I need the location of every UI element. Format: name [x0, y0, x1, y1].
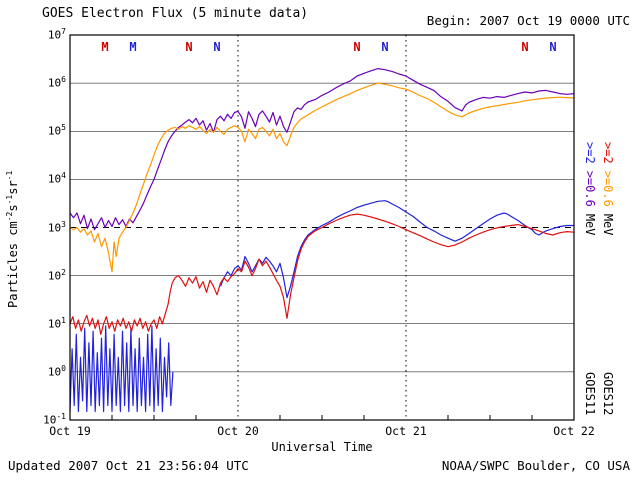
begin-timestamp: Begin: 2007 Oct 19 0000 UTC: [426, 13, 630, 28]
satellite-marker-N: N: [549, 40, 556, 54]
series-goes11-ge06mev: [69, 68, 575, 231]
y-axis-label-part: s: [6, 204, 20, 212]
satellite-marker-N: N: [521, 40, 528, 54]
series-goes11-ge2mev: [69, 200, 574, 413]
x-tick-label: Oct 21: [385, 424, 427, 438]
satellite-marker-M: M: [101, 40, 108, 54]
legend-goes12-name: GOES12: [601, 372, 615, 416]
updated-timestamp: Updated 2007 Oct 21 23:56:04 UTC: [8, 458, 249, 473]
satellite-marker-N: N: [353, 40, 360, 54]
x-axis-label: Universal Time: [271, 440, 373, 454]
y-axis-label-part: -1: [5, 170, 14, 181]
satellite-marker-N: N: [381, 40, 388, 54]
satellite-marker-N: N: [185, 40, 192, 54]
series-goes12-ge2mev: [69, 213, 575, 335]
y-tick-label-1e2: 102: [47, 267, 66, 283]
satellite-marker-M: M: [129, 40, 136, 54]
page-title: GOES Electron Flux (5 minute data): [42, 6, 309, 21]
y-axis-label-part: -2: [5, 211, 14, 222]
legend-goes12-mev-unit: MeV: [601, 213, 615, 236]
y-tick-label-1e-1: 10-1: [43, 412, 66, 427]
x-tick-label: Oct 22: [553, 424, 595, 438]
x-tick-label: Oct 19: [49, 424, 91, 438]
legend-goes12-ge06-label: >=0.6: [601, 170, 615, 207]
satellite-marker-N: N: [213, 40, 220, 54]
legend-goes11-energy: >=2 >=0.6 MeV: [583, 142, 597, 243]
credit-label: NOAA/SWPC Boulder, CO USA: [441, 458, 630, 473]
y-tick-label-1e4: 104: [47, 171, 66, 187]
y-tick-label-1e3: 103: [47, 219, 66, 235]
legend-goes12-ge2-label: >=2: [601, 142, 615, 164]
legend-goes11-ge2-label: >=2: [583, 142, 597, 164]
y-axis-label-part: sr: [6, 180, 20, 195]
legend-goes11-mev-unit: MeV: [583, 213, 597, 236]
series-goes12-ge06mev: [69, 82, 575, 273]
y-axis-label: Particles cm-2s-1sr-1: [5, 171, 20, 308]
x-tick-label: Oct 20: [217, 424, 259, 438]
y-tick-label-1e6: 106: [47, 75, 66, 90]
legend-goes11-ge06-label: >=0.6: [583, 170, 597, 207]
y-tick-label-1e1: 101: [47, 315, 66, 331]
y-axis-label-part: -1: [5, 194, 14, 205]
y-tick-label-1e7: 107: [47, 27, 66, 42]
y-tick-label-1e0: 100: [47, 363, 66, 379]
plot-frame: [69, 34, 575, 421]
y-tick-label-1e5: 105: [47, 123, 66, 138]
legend-goes11-name: GOES11: [583, 372, 597, 416]
legend-goes12-energy: >=2 >=0.6 MeV: [601, 142, 615, 243]
y-axis-label-part: Particles cm: [6, 221, 20, 308]
